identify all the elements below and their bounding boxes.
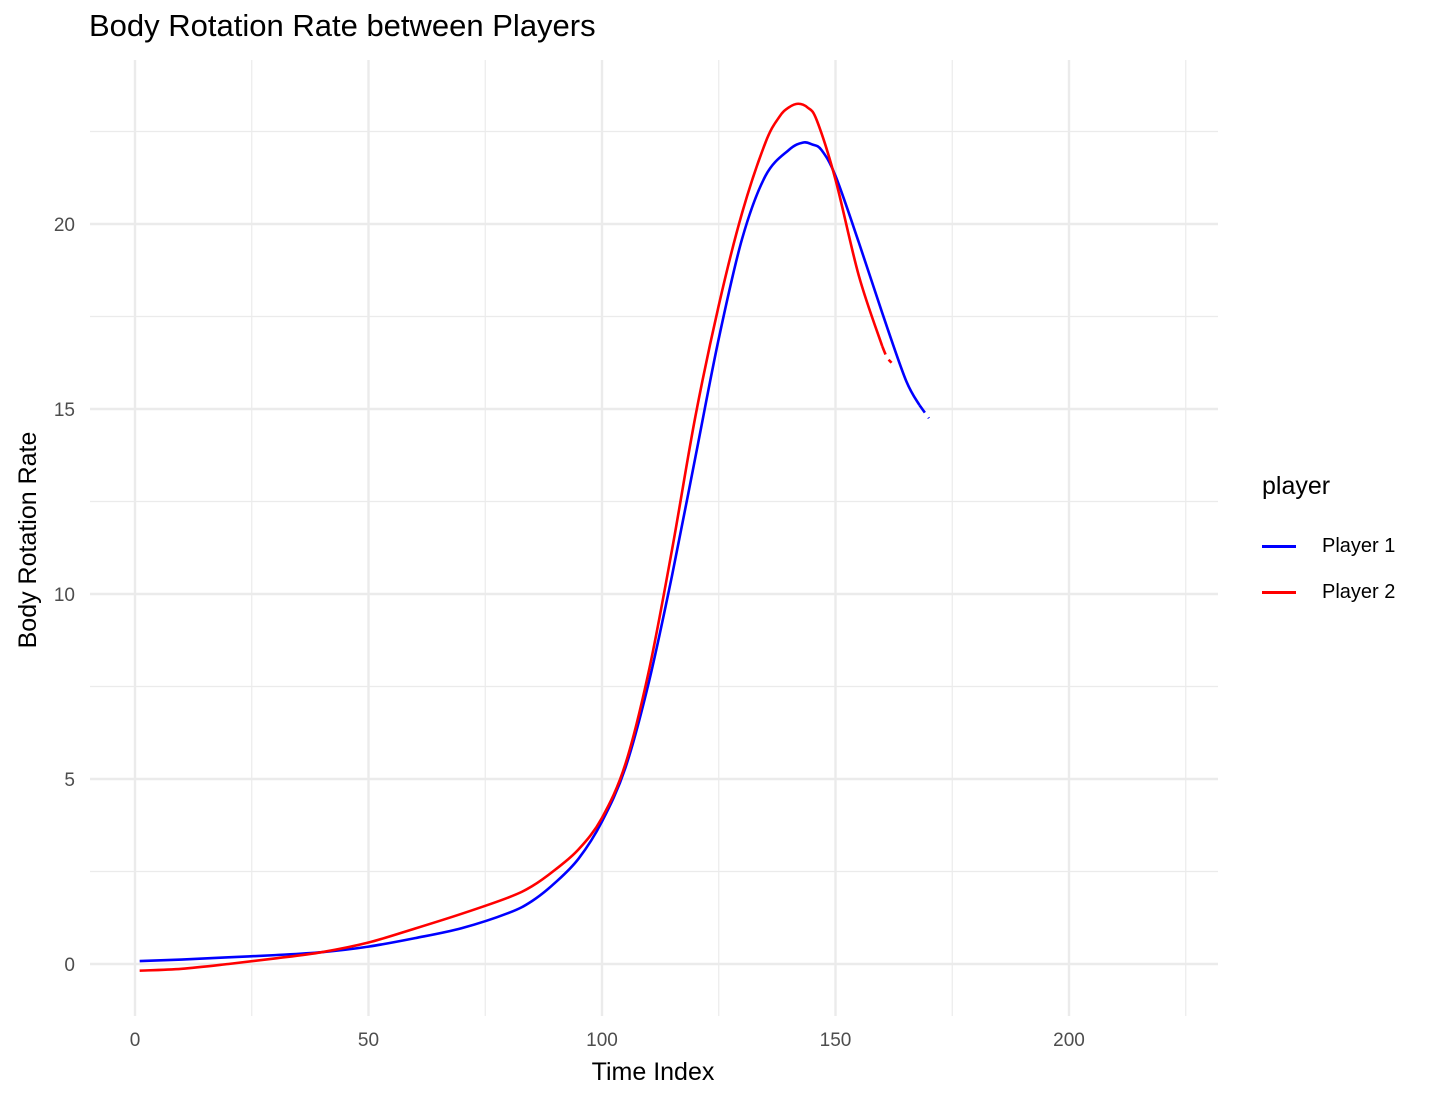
legend-key-player-2 [1262,590,1296,594]
series-line-player-2 [880,345,893,364]
legend-label-player-2: Player 2 [1322,580,1396,603]
legend-title: player [1262,472,1331,500]
x-tick-labels: 0 50 100 150 200 [130,1030,1085,1051]
y-tick-label: 10 [54,585,75,606]
grid-major [90,60,1218,1016]
x-tick-label: 0 [130,1030,141,1051]
x-axis-title: Time Index [592,1058,715,1086]
legend-item-player-2: Player 2 [1262,569,1395,615]
y-tick-label: 5 [64,770,75,791]
grid-minor [90,60,1218,1016]
x-tick-label: 50 [358,1030,379,1051]
chart-title: Body Rotation Rate between Players [89,8,596,43]
legend-key-player-1 [1262,544,1296,548]
legend-label-player-1: Player 1 [1322,534,1396,557]
y-tick-labels: 0 5 10 15 20 [54,215,75,976]
x-tick-label: 150 [820,1030,852,1051]
x-tick-label: 100 [586,1030,618,1051]
legend: player Player 1 Player 2 [1262,472,1395,615]
y-tick-label: 20 [54,215,75,236]
series-layer [139,102,930,972]
legend-item-player-1: Player 1 [1262,523,1395,569]
y-tick-label: 15 [54,400,75,421]
y-axis-title: Body Rotation Rate [14,432,42,649]
series-line-player-1 [139,141,921,963]
x-tick-label: 200 [1053,1030,1085,1051]
series-line-player-1 [918,404,930,420]
series-line-player-2 [139,102,884,972]
y-tick-label: 0 [64,955,75,976]
